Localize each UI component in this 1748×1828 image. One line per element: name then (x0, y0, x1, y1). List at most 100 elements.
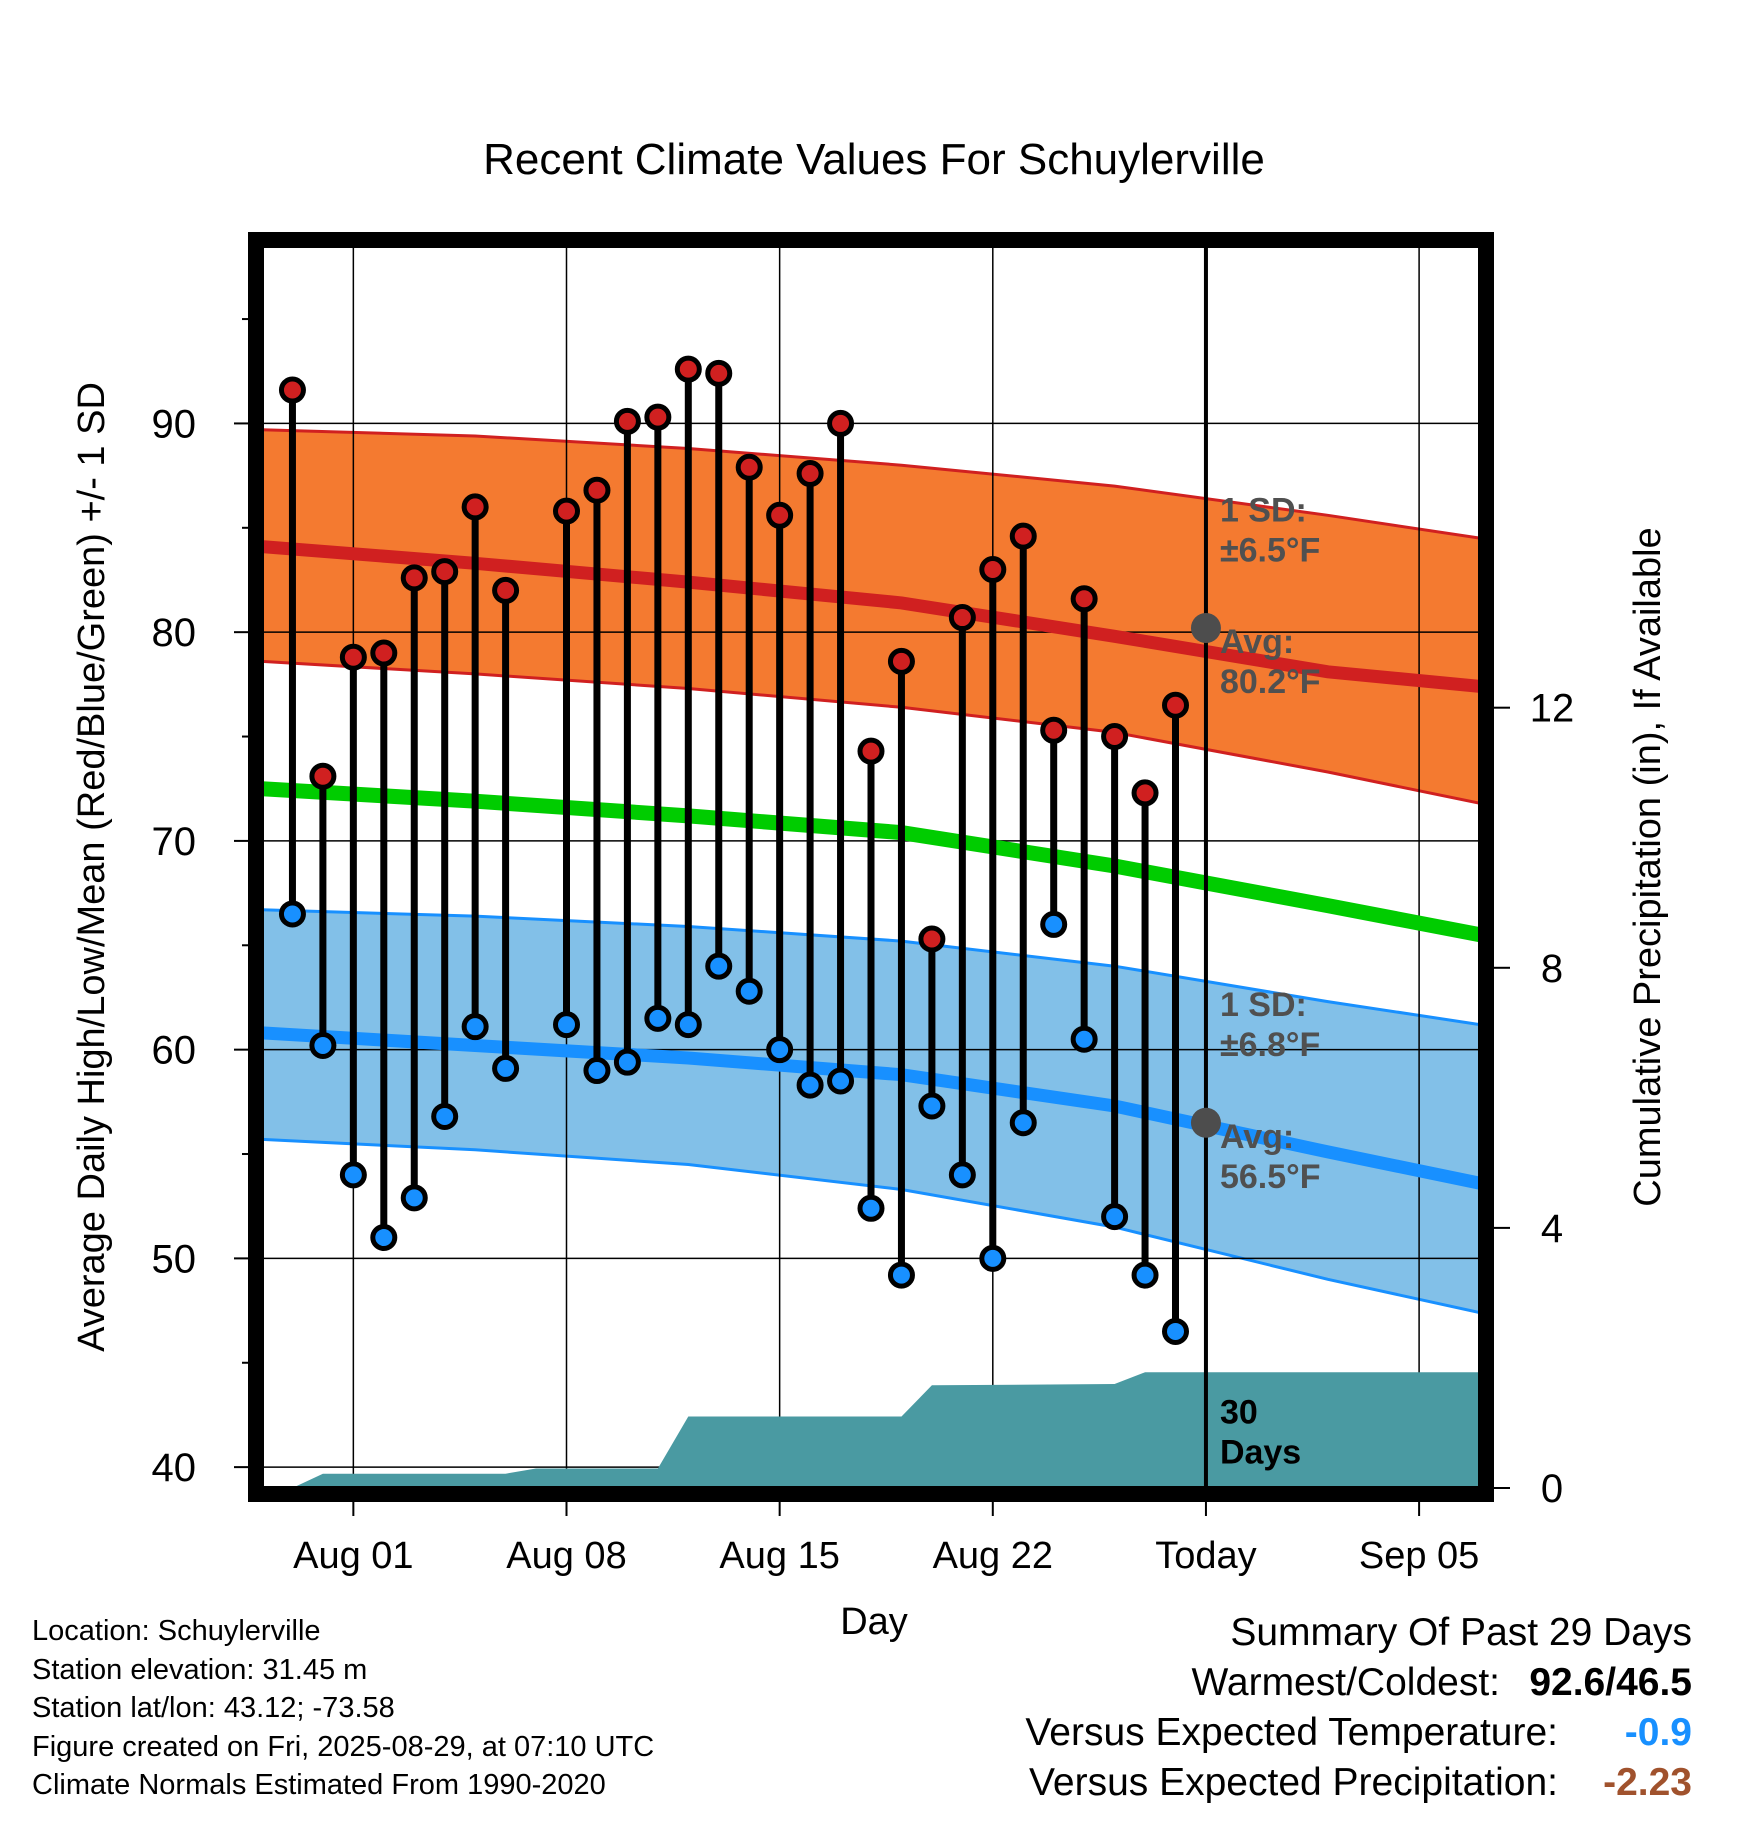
obs-high-dot-2025-08-08 (553, 497, 580, 525)
ytick-label-50: 50 (152, 1237, 197, 1281)
xtick-label-sep-05: Sep 05 (1359, 1535, 1479, 1577)
obs-high-dot-2025-08-19 (887, 647, 915, 675)
obs-low-dot-2025-08-10 (613, 1048, 641, 1076)
obs-low-dot-2025-08-13 (705, 952, 733, 980)
ytick-label-40: 40 (152, 1446, 197, 1490)
obs-high-dot-2025-08-03 (400, 564, 428, 592)
obs-low-dot-2025-08-09 (583, 1057, 611, 1085)
obs-low-dot-2025-08-14 (735, 977, 763, 1005)
xtick-label-aug-22: Aug 22 (933, 1535, 1053, 1577)
obs-high-dot-2025-08-27 (1131, 779, 1159, 807)
plot-area (262, 246, 1480, 1488)
summary-warm-cold: Warmest/Coldest: 92.6/46.5 (1025, 1658, 1692, 1708)
y2tick-label-8: 8 (1541, 947, 1563, 991)
annotation-0-line-1: ±6.5°F (1220, 532, 1320, 570)
x-axis-label: Day (840, 1601, 908, 1643)
summary-temp: Versus Expected Temperature: -0.9 (1025, 1708, 1692, 1758)
elevation-text: Station elevation: 31.45 m (32, 1653, 368, 1686)
ytick-label-90: 90 (152, 402, 197, 446)
today-marker-1 (1190, 1107, 1221, 1138)
obs-high-dot-2025-08-21 (948, 604, 976, 632)
obs-low-dot-2025-08-16 (796, 1071, 824, 1099)
obs-low-dot-2025-08-04 (431, 1102, 459, 1130)
obs-high-dot-2025-08-15 (766, 501, 794, 529)
obs-high-dot-2025-07-31 (309, 762, 337, 790)
annotation-1-line-1: 80.2°F (1220, 663, 1321, 701)
obs-high-dot-2025-08-25 (1070, 585, 1098, 613)
obs-low-dot-2025-08-22 (979, 1244, 1007, 1272)
obs-high-dot-2025-08-23 (1009, 522, 1037, 550)
obs-low-dot-2025-08-05 (461, 1013, 489, 1041)
xtick-label-today: Today (1155, 1535, 1256, 1577)
obs-high-dot-2025-08-11 (644, 403, 672, 431)
annotation-1-line-0: Avg: (1220, 623, 1294, 661)
latlon-text: Station lat/lon: 43.12; -73.58 (32, 1692, 395, 1724)
obs-high-dot-2025-08-06 (492, 576, 520, 604)
chart-title: Recent Climate Values For Schuylerville (483, 135, 1265, 184)
obs-high-dot-2025-08-05 (461, 493, 489, 521)
xtick-label-aug-15: Aug 15 (719, 1535, 839, 1577)
annotation-0-line-0: 1 SD: (1220, 492, 1307, 530)
obs-high-dot-2025-08-10 (613, 407, 641, 435)
annotation-4-line-1: Days (1220, 1433, 1301, 1471)
obs-low-dot-2025-08-19 (887, 1261, 915, 1289)
obs-high-dot-2025-08-24 (1040, 716, 1068, 744)
ytick-label-70: 70 (152, 820, 197, 864)
obs-low-dot-2025-08-17 (827, 1067, 855, 1095)
annotation-4: 30 Days (1220, 1393, 1301, 1471)
obs-high-dot-2025-07-30 (278, 376, 306, 404)
obs-high-dot-2025-08-14 (735, 453, 763, 481)
ytick-label-80: 80 (152, 611, 197, 655)
annotation-3: Avg: 56.5°F (1220, 1118, 1321, 1196)
temp-label: Versus Expected Temperature: (1025, 1711, 1558, 1754)
obs-low-dot-2025-08-20 (918, 1092, 946, 1120)
y2tick-label-0: 0 (1541, 1467, 1563, 1511)
obs-low-dot-2025-08-15 (766, 1036, 794, 1064)
y2-axis-label: Cumulative Precipitation (in), If Availa… (1627, 527, 1669, 1206)
obs-low-dot-2025-08-06 (492, 1054, 520, 1082)
obs-high-dot-2025-08-18 (857, 737, 885, 765)
annotation-2-line-0: 1 SD: (1220, 986, 1307, 1024)
temp-value: -0.9 (1624, 1711, 1692, 1754)
obs-low-dot-2025-08-08 (553, 1011, 580, 1039)
high-sd-band-upper-edge (262, 428, 1480, 540)
obs-low-dot-2025-08-18 (857, 1194, 885, 1222)
obs-high-dot-2025-08-26 (1101, 723, 1129, 751)
obs-low-dot-2025-07-30 (278, 900, 306, 928)
annotation-1: Avg: 80.2°F (1220, 623, 1321, 701)
summary-panel: Summary Of Past 29 Days Warmest/Coldest:… (1025, 1608, 1692, 1808)
obs-low-dot-2025-08-28 (1162, 1317, 1189, 1345)
obs-high-dot-2025-08-02 (370, 639, 398, 667)
obs-high-dot-2025-08-09 (583, 476, 611, 504)
obs-high-dot-2025-08-20 (918, 925, 946, 953)
obs-low-dot-2025-08-03 (400, 1184, 428, 1212)
obs-high-dot-2025-08-01 (339, 643, 367, 671)
obs-low-dot-2025-08-12 (674, 1011, 702, 1039)
ytick-label-60: 60 (152, 1029, 197, 1073)
obs-high-dot-2025-08-16 (796, 460, 824, 488)
obs-low-dot-2025-08-11 (644, 1004, 672, 1032)
obs-low-dot-2025-08-01 (339, 1161, 367, 1189)
obs-high-dot-2025-08-12 (674, 355, 702, 383)
obs-high-dot-2025-08-04 (431, 558, 459, 586)
annotation-3-line-1: 56.5°F (1220, 1158, 1321, 1196)
summary-precip: Versus Expected Precipitation: -2.23 (1025, 1758, 1692, 1808)
obs-low-dot-2025-08-27 (1131, 1261, 1159, 1289)
xtick-label-aug-08: Aug 08 (506, 1535, 626, 1577)
obs-high-dot-2025-08-22 (979, 556, 1007, 584)
obs-high-dot-2025-08-28 (1162, 691, 1189, 719)
summary-title: Summary Of Past 29 Days (1230, 1611, 1692, 1654)
obs-low-dot-2025-07-31 (309, 1031, 337, 1059)
y2tick-label-4: 4 (1541, 1207, 1563, 1251)
obs-low-dot-2025-08-24 (1040, 910, 1068, 938)
precip-label: Versus Expected Precipitation: (1029, 1761, 1558, 1804)
obs-low-dot-2025-08-23 (1009, 1109, 1037, 1137)
precipitation-area (292, 1372, 1480, 1488)
location-text: Location: Schuylerville (32, 1615, 321, 1647)
y2tick-label-12: 12 (1530, 687, 1575, 731)
obs-low-dot-2025-08-25 (1070, 1025, 1098, 1053)
annotation-2: 1 SD: ±6.8°F (1220, 986, 1320, 1064)
normals-text: Climate Normals Estimated From 1990-2020 (32, 1769, 606, 1801)
plot-frame (248, 232, 1494, 1502)
obs-low-dot-2025-08-02 (370, 1224, 398, 1252)
